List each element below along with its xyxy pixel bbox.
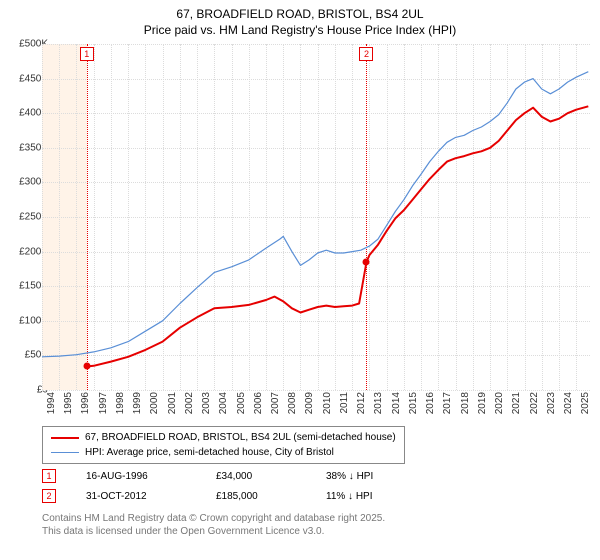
x-axis-tick-label: 1996 — [80, 392, 91, 422]
x-axis-tick-label: 2023 — [546, 392, 557, 422]
x-axis-tick-label: 2000 — [149, 392, 160, 422]
x-axis-tick-label: 1997 — [98, 392, 109, 422]
sale-record-row: 1 16-AUG-1996 £34,000 38% ↓ HPI — [42, 466, 426, 486]
x-axis-tick-label: 2020 — [494, 392, 505, 422]
chart-title: 67, BROADFIELD ROAD, BRISTOL, BS4 2UL Pr… — [0, 0, 600, 38]
legend-label-property: 67, BROADFIELD ROAD, BRISTOL, BS4 2UL (s… — [85, 430, 396, 445]
x-axis-tick-label: 2012 — [356, 392, 367, 422]
x-axis-tick-label: 2006 — [253, 392, 264, 422]
x-axis-tick-label: 1994 — [46, 392, 57, 422]
sale-vs-hpi: 38% ↓ HPI — [326, 471, 426, 482]
chart-legend: 67, BROADFIELD ROAD, BRISTOL, BS4 2UL (s… — [42, 426, 405, 464]
x-axis-tick-label: 2016 — [425, 392, 436, 422]
sale-marker-box: 1 — [80, 47, 94, 61]
sale-date: 31-OCT-2012 — [86, 491, 216, 502]
sale-date: 16-AUG-1996 — [86, 471, 216, 482]
sale-record-row: 2 31-OCT-2012 £185,000 11% ↓ HPI — [42, 486, 426, 506]
x-axis-tick-label: 2005 — [236, 392, 247, 422]
grid-line-horizontal — [42, 390, 590, 391]
x-axis-tick-label: 1999 — [132, 392, 143, 422]
legend-swatch-hpi — [51, 452, 79, 453]
x-axis-tick-label: 2024 — [563, 392, 574, 422]
x-axis-tick-label: 1995 — [63, 392, 74, 422]
legend-swatch-property — [51, 437, 79, 439]
x-axis-tick-label: 2017 — [442, 392, 453, 422]
x-axis-tick-label: 2003 — [201, 392, 212, 422]
attribution-line-2: This data is licensed under the Open Gov… — [42, 525, 385, 538]
attribution-line-1: Contains HM Land Registry data © Crown c… — [42, 512, 385, 525]
sale-point-icon — [363, 258, 370, 265]
sale-price: £185,000 — [216, 491, 326, 502]
legend-row-property: 67, BROADFIELD ROAD, BRISTOL, BS4 2UL (s… — [51, 430, 396, 445]
x-axis-tick-label: 2011 — [339, 392, 350, 422]
x-axis-tick-label: 2009 — [304, 392, 315, 422]
line-series-hpi — [42, 72, 588, 357]
sale-marker-box: 2 — [359, 47, 373, 61]
x-axis-tick-label: 2002 — [184, 392, 195, 422]
x-axis-tick-label: 2007 — [270, 392, 281, 422]
title-line-1: 67, BROADFIELD ROAD, BRISTOL, BS4 2UL — [0, 6, 600, 22]
x-axis-tick-label: 2004 — [218, 392, 229, 422]
sale-price: £34,000 — [216, 471, 326, 482]
x-axis-tick-label: 2015 — [408, 392, 419, 422]
sale-marker-icon: 1 — [42, 469, 56, 483]
legend-row-hpi: HPI: Average price, semi-detached house,… — [51, 445, 396, 460]
x-axis-tick-label: 2022 — [529, 392, 540, 422]
x-axis-tick-label: 2013 — [373, 392, 384, 422]
legend-label-hpi: HPI: Average price, semi-detached house,… — [85, 445, 334, 460]
sale-marker-icon: 2 — [42, 489, 56, 503]
x-axis-tick-label: 2014 — [391, 392, 402, 422]
sale-records: 1 16-AUG-1996 £34,000 38% ↓ HPI 2 31-OCT… — [42, 466, 426, 506]
x-axis-tick-label: 2001 — [167, 392, 178, 422]
x-axis-tick-label: 2008 — [287, 392, 298, 422]
x-axis-tick-label: 2018 — [460, 392, 471, 422]
chart-plot-area: 12 — [42, 44, 590, 390]
attribution-text: Contains HM Land Registry data © Crown c… — [42, 512, 385, 538]
x-axis-tick-label: 1998 — [115, 392, 126, 422]
x-axis-tick-label: 2025 — [580, 392, 591, 422]
x-axis-tick-label: 2010 — [322, 392, 333, 422]
line-series-property — [87, 106, 589, 366]
sale-vs-hpi: 11% ↓ HPI — [326, 491, 426, 502]
title-line-2: Price paid vs. HM Land Registry's House … — [0, 22, 600, 38]
sale-point-icon — [83, 363, 90, 370]
x-axis-tick-label: 2021 — [511, 392, 522, 422]
x-axis-tick-label: 2019 — [477, 392, 488, 422]
